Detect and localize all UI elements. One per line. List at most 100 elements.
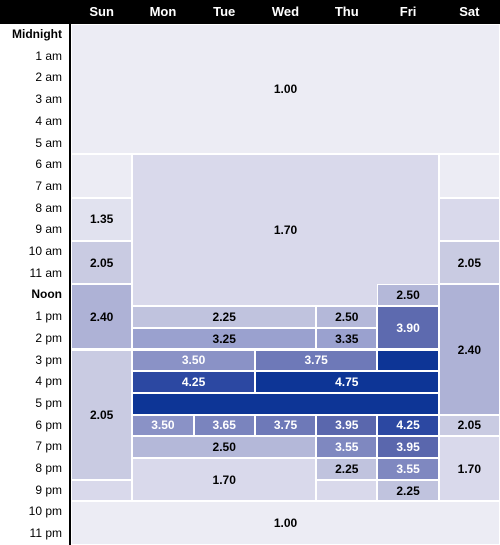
cell-value-label: 2.25 [396, 483, 420, 498]
heatmap-cell [132, 154, 439, 307]
cell-value-label: 3.25 [212, 331, 236, 346]
hour-label: 10 am [28, 244, 62, 258]
hour-label: 3 pm [35, 352, 62, 367]
cell-value-label: 3.75 [304, 353, 328, 368]
cell-value-label: 2.50 [212, 440, 236, 455]
heatmap-cell [316, 414, 378, 437]
hour-label: 2 am [35, 70, 62, 85]
heatmap-cell [254, 371, 439, 393]
cell-value-label: 4.75 [335, 375, 359, 390]
cell-value-label: 2.25 [335, 461, 359, 476]
heatmap-cell [316, 458, 378, 480]
day-label-sun: Sun [89, 4, 114, 19]
heatmap-cell [254, 349, 378, 372]
heatmap-cell [71, 284, 133, 350]
cell-value-label: 1.70 [273, 223, 298, 238]
hour-label: 7 am [35, 178, 62, 193]
heatmap-cell [71, 479, 133, 502]
cell-value-label: 2.50 [396, 288, 420, 303]
heatmap-cell [132, 306, 317, 328]
hour-label: 11 pm [29, 526, 62, 541]
heatmap-cell [377, 458, 439, 480]
day-label-sat: Sat [459, 4, 480, 19]
cell-value-label: 1.00 [273, 82, 298, 97]
cell-value-label: 2.25 [212, 309, 236, 324]
heatmap-cell [377, 284, 439, 307]
cell-value-label: 2.05 [457, 255, 482, 270]
day-label-tue: Tue [213, 4, 236, 19]
hour-label: 5 am [35, 135, 62, 150]
hour-label: 6 pm [35, 417, 62, 432]
cell-value-label: 3.50 [151, 418, 175, 433]
day-label-wed: Wed [271, 4, 300, 19]
heatmap-cell [438, 197, 500, 241]
cell-value-label: 1.00 [273, 516, 298, 531]
heatmap-cell [132, 414, 194, 437]
heatmap-cell [377, 349, 439, 372]
hour-label: 5 pm [35, 395, 62, 410]
heatmap-cell [377, 436, 439, 458]
hour-label: Noon [31, 287, 62, 302]
cell-value-label: 2.05 [457, 418, 482, 433]
hour-axis-line [69, 24, 71, 545]
heatmap-cell [132, 327, 317, 350]
cell-value-label: 4.25 [396, 418, 420, 433]
cell-value-label: 3.55 [335, 440, 359, 455]
cell-value-label: 3.95 [335, 418, 359, 433]
cell-value-label: 2.05 [89, 407, 114, 422]
cell-value-label: 3.55 [396, 461, 420, 476]
hour-label: 11 am [29, 265, 62, 280]
heatmap-cell [71, 501, 500, 545]
cell-value-label: 2.05 [89, 255, 114, 270]
heatmap-cell [132, 371, 255, 393]
heatmap-cell [438, 241, 500, 285]
heatmap-cell [438, 284, 500, 415]
heatmap-cell [71, 154, 133, 198]
hour-label: 7 pm [35, 439, 62, 454]
hour-label: 6 am [35, 157, 62, 172]
heatmap-cell [254, 414, 317, 437]
heatmap-cell [377, 479, 439, 502]
heatmap-cell [377, 414, 439, 437]
heatmap-cell [132, 436, 317, 458]
heatmap-cell [71, 241, 133, 285]
cell-value-label: 4.25 [181, 375, 206, 390]
cell-value-label: 3.90 [396, 320, 420, 335]
hour-label: 4 pm [35, 374, 62, 389]
cell-value-label: 1.70 [457, 461, 482, 476]
cell-value-label: 2.50 [335, 309, 359, 324]
cell-value-label: 3.50 [181, 353, 206, 368]
cell-value-label: 2.40 [89, 309, 114, 324]
hour-label: 3 am [35, 92, 62, 107]
hour-label: 9 am [35, 222, 62, 237]
heatmap-cell [316, 479, 378, 502]
heatmap-cell [132, 349, 255, 372]
heatmap-cell [71, 197, 133, 241]
heatmap-cell [132, 458, 317, 502]
heatmap-cell [316, 327, 378, 350]
cell-value-label: 2.40 [457, 342, 482, 357]
heatmap-cell [438, 154, 500, 198]
heatmap-cell [438, 436, 500, 502]
cell-value-label: 3.95 [396, 440, 420, 455]
cell-value-label: 3.75 [273, 418, 298, 433]
cell-value-label: 3.35 [335, 331, 359, 346]
heatmap-cell [193, 414, 255, 437]
day-label-thu: Thu [334, 4, 359, 19]
heatmap-cell [438, 414, 500, 437]
hour-label: 10 pm [28, 504, 62, 519]
day-label-fri: Fri [399, 4, 417, 19]
hour-label: 9 pm [35, 482, 62, 497]
hour-label: 2 pm [35, 330, 62, 345]
cell-value-label: 3.65 [212, 418, 236, 433]
hour-label: 4 am [35, 113, 62, 128]
heatmap-cell [316, 436, 378, 458]
hour-label: Midnight [12, 27, 62, 41]
hour-label: 8 pm [35, 461, 62, 475]
cell-value-label: 1.70 [212, 472, 236, 487]
heatmap-cell [71, 349, 133, 480]
heatmap-cell [316, 306, 378, 328]
day-header-bar [0, 0, 500, 24]
day-label-mon: Mon [149, 4, 177, 19]
